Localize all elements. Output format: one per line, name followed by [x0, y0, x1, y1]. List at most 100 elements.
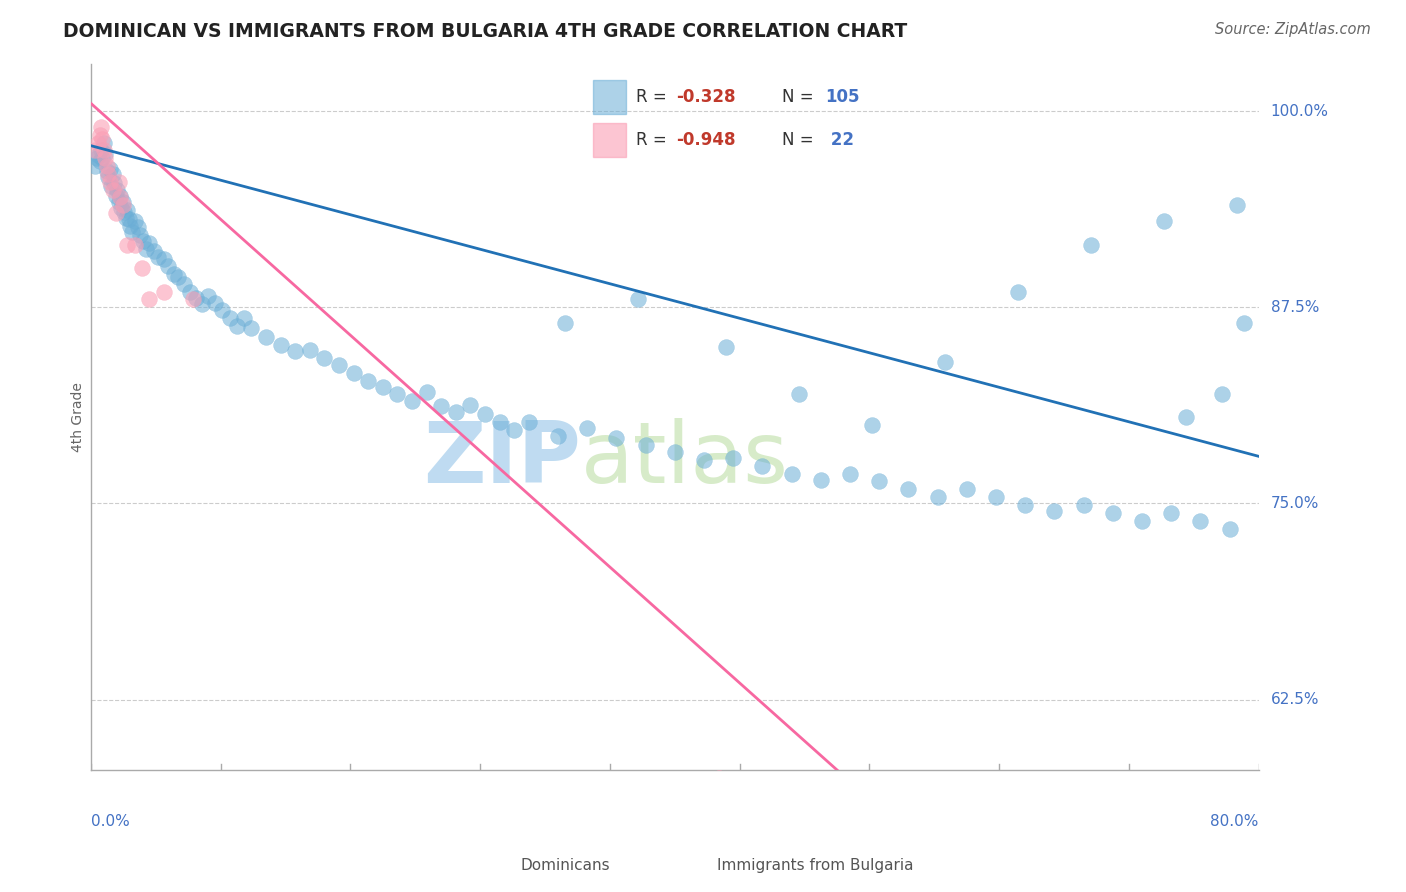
Point — [111, 195, 134, 210]
Point — [112, 204, 135, 219]
Point — [1233, 316, 1256, 330]
Point — [839, 467, 862, 481]
Point — [117, 237, 139, 252]
Point — [152, 285, 174, 299]
Point — [927, 490, 949, 504]
Point — [138, 293, 160, 307]
Point — [124, 237, 146, 252]
Point — [693, 452, 716, 467]
Point — [184, 291, 207, 305]
Point — [342, 366, 364, 380]
Point — [127, 220, 149, 235]
Point — [218, 311, 240, 326]
Point — [328, 359, 350, 373]
Point — [460, 398, 482, 412]
Point — [131, 261, 153, 276]
Point — [93, 136, 115, 150]
Text: Immigrants from Bulgaria: Immigrants from Bulgaria — [717, 858, 914, 872]
Point — [135, 242, 157, 256]
Point — [357, 374, 380, 388]
Point — [1101, 506, 1123, 520]
Point — [97, 169, 120, 184]
Point — [576, 421, 599, 435]
Point — [118, 212, 141, 227]
Point — [371, 380, 394, 394]
Point — [107, 175, 129, 189]
Point — [707, 771, 730, 785]
Point — [91, 151, 114, 165]
Point — [934, 355, 956, 369]
Point — [204, 295, 226, 310]
Point — [664, 444, 686, 458]
Point — [1226, 198, 1249, 212]
Text: N =: N = — [782, 87, 818, 105]
Text: -0.948: -0.948 — [676, 131, 735, 149]
Text: R =: R = — [637, 131, 672, 149]
Point — [142, 244, 165, 258]
Point — [634, 438, 657, 452]
Point — [96, 163, 118, 178]
Point — [211, 303, 233, 318]
Point — [114, 211, 136, 225]
Point — [197, 289, 219, 303]
Point — [91, 132, 114, 146]
Point — [86, 151, 108, 165]
Point — [233, 311, 256, 326]
Point — [100, 179, 122, 194]
Point — [1153, 214, 1175, 228]
Point — [129, 228, 152, 243]
Point — [956, 483, 979, 497]
Text: N =: N = — [782, 131, 818, 149]
FancyBboxPatch shape — [593, 79, 627, 113]
Text: Source: ZipAtlas.com: Source: ZipAtlas.com — [1215, 22, 1371, 37]
Point — [627, 293, 650, 307]
Point — [1130, 514, 1153, 528]
Point — [254, 330, 277, 344]
Point — [179, 285, 201, 299]
Point — [868, 475, 890, 489]
Point — [430, 399, 453, 413]
Point — [104, 206, 127, 220]
Point — [107, 195, 129, 210]
Text: ZIP: ZIP — [423, 418, 581, 501]
Point — [124, 214, 146, 228]
Point — [1219, 522, 1241, 536]
Point — [94, 146, 117, 161]
Point — [108, 190, 131, 204]
Point — [780, 467, 803, 481]
Point — [1007, 285, 1029, 299]
Text: DOMINICAN VS IMMIGRANTS FROM BULGARIA 4TH GRADE CORRELATION CHART: DOMINICAN VS IMMIGRANTS FROM BULGARIA 4T… — [63, 22, 907, 41]
Point — [897, 483, 920, 497]
Point — [120, 219, 142, 233]
Point — [181, 293, 204, 307]
Point — [860, 417, 883, 432]
Point — [87, 148, 110, 162]
Point — [1174, 410, 1197, 425]
Point — [547, 429, 569, 443]
Point — [117, 202, 139, 217]
Point — [96, 159, 118, 173]
Point — [89, 128, 111, 142]
Point — [108, 189, 131, 203]
Y-axis label: 4th Grade: 4th Grade — [72, 382, 86, 452]
Point — [984, 490, 1007, 504]
Point — [517, 415, 540, 429]
Point — [1160, 506, 1182, 520]
Point — [146, 250, 169, 264]
Point — [401, 394, 423, 409]
Point — [121, 225, 143, 239]
Point — [605, 431, 627, 445]
Point — [240, 320, 263, 334]
FancyBboxPatch shape — [593, 123, 627, 157]
Point — [721, 450, 744, 465]
Text: -0.328: -0.328 — [676, 87, 735, 105]
Point — [167, 270, 190, 285]
Point — [87, 136, 110, 150]
Text: Dominicans: Dominicans — [520, 858, 610, 872]
Point — [751, 458, 773, 473]
Point — [101, 167, 124, 181]
Point — [90, 144, 112, 158]
Point — [111, 198, 134, 212]
Text: 22: 22 — [825, 131, 853, 149]
Point — [714, 339, 737, 353]
